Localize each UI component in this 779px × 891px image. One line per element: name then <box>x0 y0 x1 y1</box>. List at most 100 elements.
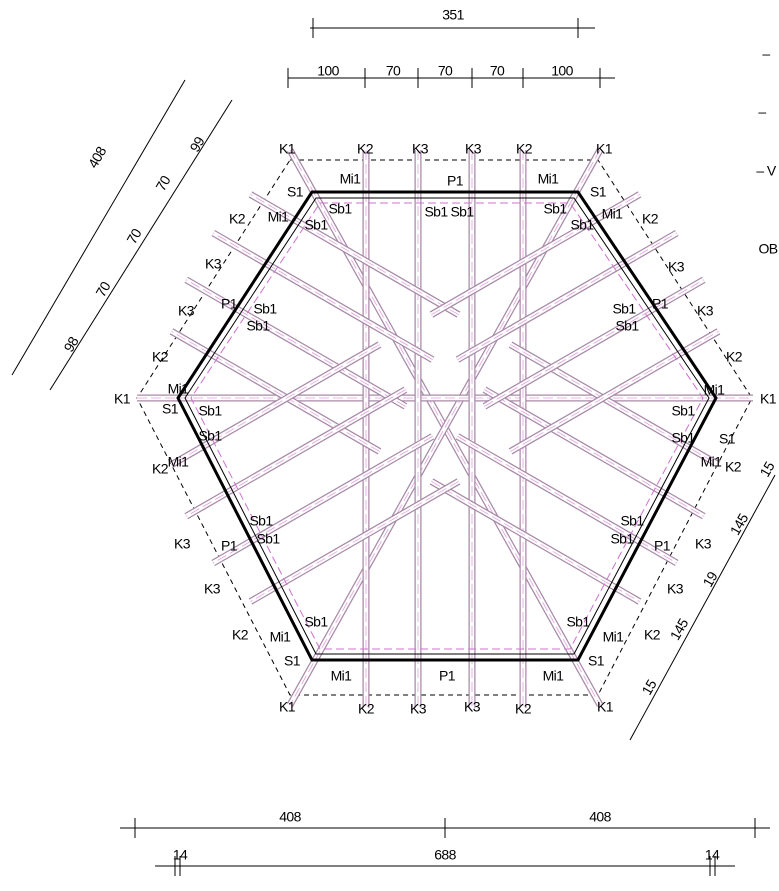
member-label: Mi1 <box>331 668 353 684</box>
member-label: Sb1 <box>328 201 352 217</box>
member-label: P1 <box>221 538 238 554</box>
member-label: Mi1 <box>543 668 565 684</box>
member-label: K2 <box>152 461 169 477</box>
member-label: Mi1 <box>268 209 290 225</box>
member-label: S1 <box>719 431 736 447</box>
member-label: P1 <box>652 296 669 312</box>
beams <box>137 150 753 708</box>
member-label: K2 <box>726 349 743 365</box>
rafter-axis <box>213 436 432 563</box>
member-label: K2 <box>516 141 533 157</box>
member-label: K1 <box>596 141 613 157</box>
member-label: P1 <box>439 668 456 684</box>
rafter-axis <box>457 436 676 563</box>
dim-label: 98 <box>60 333 81 354</box>
dim-label: 70 <box>152 172 173 193</box>
member-label: K2 <box>152 349 169 365</box>
member-label: K3 <box>464 699 481 715</box>
rafter-axis <box>457 233 676 360</box>
member-label: Sb1 <box>620 513 644 529</box>
dim-label: 145 <box>727 510 752 537</box>
member-label: K2 <box>229 211 246 227</box>
member-label: S1 <box>284 653 301 669</box>
dim-label: 408 <box>279 809 301 825</box>
member-label: K2 <box>232 627 249 643</box>
member-label: K2 <box>642 211 659 227</box>
member-label: Sb1 <box>256 531 280 547</box>
dim-label: 70 <box>438 63 453 79</box>
member-label: Mi1 <box>340 171 362 187</box>
member-label: S1 <box>162 401 179 417</box>
edge-text: – V <box>756 163 776 179</box>
dim-label: 351 <box>442 7 464 23</box>
edge-text: OB <box>758 241 777 257</box>
member-label: Sb1 <box>304 614 328 630</box>
member-label: K1 <box>760 391 777 407</box>
member-label: K3 <box>205 256 222 272</box>
member-label: K2 <box>644 627 661 643</box>
member-label: Sb1 <box>671 430 695 446</box>
member-label: K3 <box>465 141 482 157</box>
member-label: K1 <box>279 699 296 715</box>
member-label: Sb1 <box>424 204 448 220</box>
roof-plan: 351 100 70 70 70 100 408 98 70 70 70 99 … <box>0 0 779 891</box>
member-label: Sb1 <box>566 614 590 630</box>
dim-label: 408 <box>85 143 110 170</box>
dim-label: 14 <box>173 847 188 863</box>
member-label: K3 <box>204 581 221 597</box>
dim-label: 99 <box>186 133 207 154</box>
member-label: Mi1 <box>538 171 560 187</box>
dim-label: 688 <box>434 847 456 863</box>
member-label: K3 <box>697 303 714 319</box>
member-label: K1 <box>279 141 296 157</box>
dim-label: 70 <box>490 63 505 79</box>
member-label: K2 <box>358 701 375 717</box>
member-label: Mi1 <box>602 206 624 222</box>
member-label: Sb1 <box>304 217 328 233</box>
member-label: K3 <box>412 141 429 157</box>
member-label: Sb1 <box>615 318 639 334</box>
dim-label: 15 <box>638 676 659 697</box>
member-label: Mi1 <box>603 629 625 645</box>
dim-label: 145 <box>667 615 692 642</box>
member-label: K3 <box>174 536 191 552</box>
member-label: P1 <box>221 296 238 312</box>
member-label: Sb1 <box>671 403 695 419</box>
member-label: K2 <box>725 459 742 475</box>
dim-label: 14 <box>705 847 720 863</box>
rafter-axis <box>213 233 432 360</box>
member-label: P1 <box>447 173 464 189</box>
dim-label: 100 <box>551 63 573 79</box>
member-label: K3 <box>667 581 684 597</box>
edge-text: – <box>762 46 770 62</box>
dim-label: 19 <box>699 568 720 589</box>
member-label: Sb1 <box>198 428 222 444</box>
member-label: Mi1 <box>168 381 190 397</box>
member-label: K3 <box>410 701 427 717</box>
member-label: K2 <box>357 141 374 157</box>
member-label: Sb1 <box>253 301 277 317</box>
dimension-lines <box>12 18 775 876</box>
member-label: K3 <box>178 303 195 319</box>
edge-text: – <box>758 104 766 120</box>
dim-label: 70 <box>92 278 113 299</box>
member-label: Sb1 <box>246 318 270 334</box>
member-label: Mi1 <box>704 382 726 398</box>
member-label: S1 <box>590 184 607 200</box>
member-label: K3 <box>695 536 712 552</box>
member-label: Sb1 <box>543 201 567 217</box>
member-label: K3 <box>668 259 685 275</box>
dim-label: 100 <box>317 63 339 79</box>
member-label: Sb1 <box>450 204 474 220</box>
member-label: S1 <box>287 184 304 200</box>
member-label: Sb1 <box>610 531 634 547</box>
member-label: Sb1 <box>249 513 273 529</box>
member-label: Mi1 <box>168 454 190 470</box>
member-label: K1 <box>114 391 131 407</box>
dim-label: 70 <box>386 63 401 79</box>
member-label: S1 <box>588 653 605 669</box>
member-label: Mi1 <box>701 454 723 470</box>
member-label: Sb1 <box>612 301 636 317</box>
member-label: K2 <box>515 701 532 717</box>
member-label: Sb1 <box>198 403 222 419</box>
